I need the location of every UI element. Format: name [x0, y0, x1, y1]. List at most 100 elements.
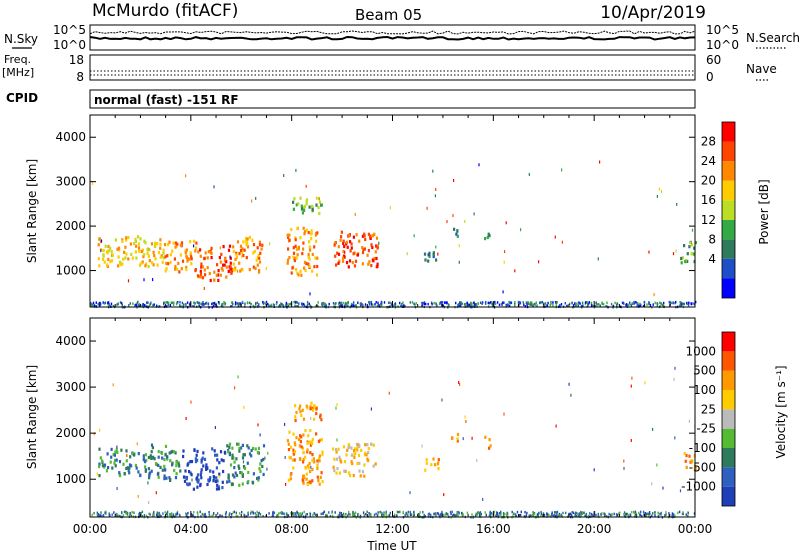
clutter-cell: [357, 514, 359, 518]
echo-cell: [233, 475, 236, 479]
clutter-cell: [411, 301, 414, 304]
echo-cell: [258, 256, 261, 260]
echo-cell: [228, 244, 232, 248]
clutter-cell: [624, 512, 626, 516]
clutter-cell: [323, 303, 325, 306]
nave-label: Nave: [746, 62, 777, 76]
clutter-cell: [682, 512, 684, 516]
clutter-cell: [120, 301, 123, 305]
echo-cell: [116, 247, 119, 251]
clutter-cell: [657, 511, 659, 515]
echo-cell: [232, 262, 235, 266]
nsky-trace: [89, 35, 696, 41]
echo-cell: [105, 250, 109, 254]
velocity-colorbar-label: Velocity [m s⁻¹]: [774, 365, 788, 458]
echo-cell: [135, 466, 138, 470]
echo-cell: [294, 415, 297, 419]
clutter-cell: [479, 511, 482, 514]
clutter-cell: [419, 511, 421, 514]
echo-cell: [195, 453, 198, 457]
echo-cell: [318, 200, 321, 204]
clutter-cell: [135, 303, 137, 306]
clutter-cell: [452, 514, 454, 517]
scatter-cell: [127, 279, 130, 283]
echo-region-5: [292, 196, 323, 216]
clutter-cell: [442, 304, 445, 308]
echo-cell: [317, 205, 320, 210]
clutter-cell: [554, 511, 556, 514]
clutter-cell: [507, 303, 510, 307]
echo-cell: [254, 447, 257, 451]
clutter-cell: [93, 305, 96, 308]
scatter-cell: [152, 278, 154, 282]
clutter-cell: [428, 512, 430, 515]
clutter-cell: [156, 511, 159, 514]
clutter-cell: [362, 304, 364, 307]
clutter-cell: [145, 514, 148, 518]
echo-cell: [137, 452, 140, 456]
scatter-cell: [630, 384, 632, 388]
colorbar-cell: [722, 122, 735, 142]
echo-cell: [297, 247, 300, 251]
clutter-cell: [678, 510, 681, 514]
clutter-cell: [508, 304, 511, 308]
clutter-cell: [444, 301, 446, 304]
scatter-cell: [315, 196, 317, 200]
echo-cell: [350, 453, 353, 457]
echo-cell: [315, 407, 318, 411]
echo-cell: [358, 239, 361, 243]
echo-cell: [361, 250, 365, 255]
clutter-cell: [612, 304, 615, 308]
echo-region-5: [294, 401, 323, 423]
echo-cell: [111, 253, 114, 257]
y-tick-label: 3000: [55, 380, 86, 394]
clutter-cell: [427, 302, 429, 306]
clutter-cell: [95, 301, 97, 304]
echo-cell: [246, 461, 249, 465]
clutter-cell: [309, 304, 311, 307]
clutter-cell: [293, 300, 295, 304]
nave-tick-top: 60: [706, 53, 721, 67]
echo-cell: [214, 453, 217, 457]
scatter-cell: [503, 412, 505, 416]
echo-cell: [303, 230, 307, 234]
clutter-cell: [475, 303, 477, 306]
echo-cell: [311, 437, 314, 441]
echo-cell: [159, 246, 162, 250]
echo-cell: [259, 462, 262, 466]
clutter-cell: [672, 301, 674, 304]
power-panel-frame: [89, 114, 696, 308]
clutter-cell: [417, 513, 419, 516]
clutter-cell: [424, 515, 426, 518]
clutter-cell: [370, 514, 372, 517]
echo-cell: [217, 485, 220, 489]
echo-cell: [427, 253, 430, 257]
nsky-tick-bottom: 10^0: [53, 38, 86, 52]
clutter-cell: [340, 512, 342, 515]
scatter-cell: [143, 278, 145, 282]
clutter-cell: [345, 302, 348, 306]
echo-cell: [246, 237, 249, 241]
clutter-cell: [526, 302, 528, 306]
clutter-cell: [375, 512, 377, 516]
scatter-cell: [656, 194, 658, 198]
echo-cell: [189, 460, 192, 464]
echo-cell: [373, 257, 376, 261]
clutter-cell: [262, 300, 264, 304]
echo-cell: [200, 476, 203, 480]
echo-region-1: [147, 443, 182, 482]
echo-cell: [135, 256, 138, 260]
echo-cell: [433, 463, 437, 467]
echo-cell: [299, 404, 302, 408]
clutter-cell: [352, 510, 354, 514]
clutter-cell: [399, 301, 401, 305]
clutter-cell: [90, 302, 92, 306]
echo-cell: [199, 275, 203, 279]
echo-cell: [195, 477, 198, 481]
echo-cell: [371, 234, 374, 238]
clutter-cell: [268, 512, 270, 515]
echo-cell: [242, 465, 246, 469]
echo-cell: [190, 257, 193, 261]
clutter-cell: [141, 510, 144, 514]
echo-cell: [203, 268, 206, 272]
